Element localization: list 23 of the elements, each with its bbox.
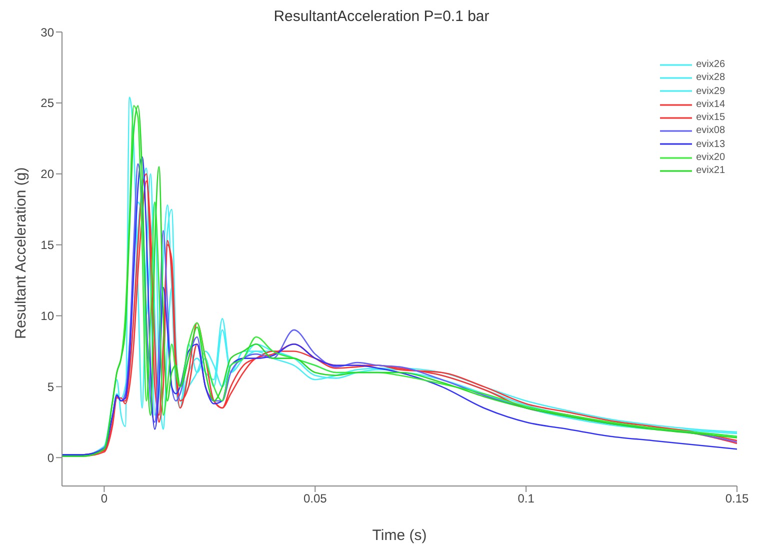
- y-tick-label: 0: [47, 450, 54, 465]
- legend-label: evix20: [696, 151, 725, 164]
- legend-label: evix28: [696, 71, 725, 85]
- x-tick-label: 0.15: [725, 492, 749, 506]
- y-tick-label: 30: [40, 25, 54, 40]
- legend-label: evix08: [696, 124, 725, 138]
- x-tick-label: 0: [100, 492, 108, 506]
- legend-label: evix15: [696, 111, 725, 124]
- legend-label: evix26: [696, 58, 725, 72]
- y-tick-label: 20: [40, 167, 54, 182]
- legend-label: evix13: [696, 138, 725, 152]
- legend-label: evix29: [696, 84, 725, 98]
- y-tick-label: 25: [40, 96, 54, 110]
- x-tick-label: 0.05: [303, 492, 328, 506]
- x-axis-title: Time (s): [372, 527, 427, 544]
- y-tick-label: 15: [40, 238, 54, 252]
- y-tick-label: 5: [47, 380, 54, 394]
- y-tick-label: 10: [40, 309, 54, 324]
- y-axis-title: Resultant Acceleration (g): [12, 167, 30, 339]
- legend-label: evix14: [696, 98, 725, 112]
- x-tick-label: 0.1: [518, 492, 535, 506]
- legend-label: evix21: [696, 164, 725, 178]
- chart-title: ResultantAcceleration P=0.1 bar: [274, 8, 490, 25]
